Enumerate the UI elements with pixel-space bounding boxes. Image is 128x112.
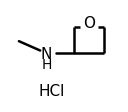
Text: H: H: [41, 58, 52, 72]
Text: O: O: [83, 16, 95, 31]
Text: N: N: [41, 46, 52, 61]
Text: HCl: HCl: [38, 84, 65, 98]
